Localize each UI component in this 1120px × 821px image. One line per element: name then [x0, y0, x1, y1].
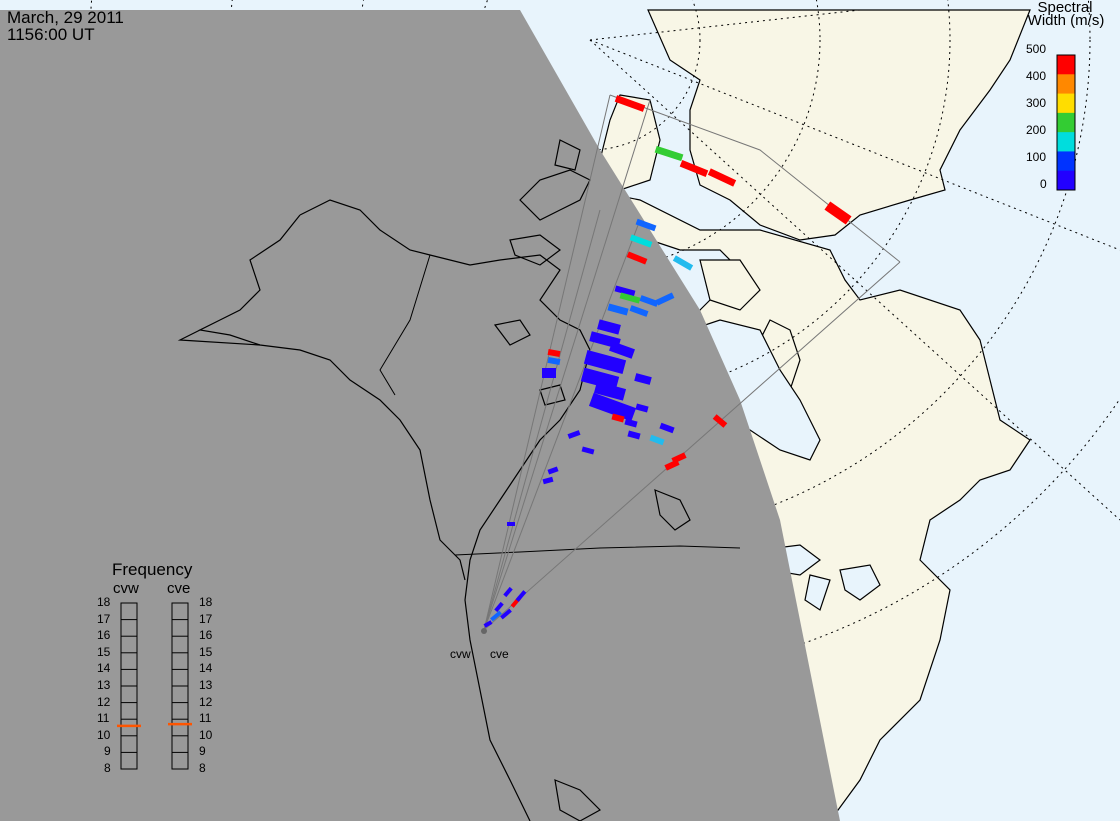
frequency-tick-left: 8 [104, 761, 111, 775]
great-lakes [759, 544, 881, 611]
backscatter-cell [634, 373, 652, 385]
backscatter-cell [607, 303, 629, 316]
backscatter-cell [567, 430, 581, 439]
frequency-tick-right: 12 [199, 694, 213, 709]
backscatter-cell [581, 446, 595, 455]
backscatter-cell [500, 608, 512, 620]
frequency-tick-left: 11 [97, 711, 110, 726]
colorbar-tick: 400 [1026, 69, 1047, 83]
frequency-title: Frequency [112, 560, 193, 579]
backscatter-cell [542, 368, 556, 378]
backscatter-cell [609, 341, 635, 359]
radar-label-cvw: cvw [450, 647, 471, 661]
frequency-tick-left: 9 [104, 744, 111, 759]
backscatter-cell [671, 452, 687, 464]
time-label: 1156:00 UT [7, 25, 95, 44]
colorbar-tick: 500 [1026, 42, 1047, 56]
colorbar-tick: 200 [1026, 123, 1047, 137]
backscatter-cell [547, 349, 561, 357]
backscatter-cell [639, 295, 659, 307]
frequency-radar-label-cve: cve [167, 580, 191, 597]
colorbar-title-line2: Width (m/s) [1027, 12, 1105, 29]
colorbar-swatch [1057, 74, 1075, 95]
backscatter-cell [629, 234, 653, 248]
backscatter-cell [624, 418, 638, 428]
frequency-tick-right: 9 [199, 744, 206, 759]
backscatter-cell [627, 430, 641, 440]
backscatter-cell [679, 160, 709, 177]
backscatter-cell [614, 95, 646, 112]
backscatter-cell [490, 610, 502, 622]
frequency-tick-left: 17 [97, 611, 111, 626]
backscatter-cell [611, 413, 625, 423]
date-label: March, 29 2011 [7, 8, 124, 27]
backscatter-cell [614, 285, 636, 297]
night-coastlines [177, 139, 691, 821]
backscatter-cells [483, 95, 852, 628]
frequency-tick-right: 16 [199, 628, 213, 643]
radar-site [481, 628, 487, 634]
backscatter-cell [672, 255, 694, 271]
frequency-radar-label-cvw: cvw [113, 580, 139, 597]
backscatter-cell [583, 350, 627, 374]
frequency-tick-right: 13 [199, 678, 213, 692]
boundaries [379, 254, 741, 556]
backscatter-cell [507, 522, 515, 526]
backscatter-cell [629, 305, 649, 317]
backscatter-cell [635, 218, 657, 232]
backscatter-cell [515, 590, 527, 602]
colorbar [1056, 54, 1076, 191]
backscatter-cell [542, 476, 554, 485]
colorbar-frame [1056, 54, 1076, 191]
backscatter-cell [655, 292, 675, 306]
backscatter-cell [707, 168, 737, 187]
frequency-tick-right: 17 [199, 611, 213, 626]
frequency-tick-left: 18 [97, 595, 111, 609]
colorbar-swatch [1057, 132, 1075, 152]
frequency-tick-left: 12 [97, 694, 111, 709]
colorbar-swatch [1057, 112, 1075, 133]
colorbar-swatch [1057, 170, 1075, 191]
backscatter-cell [503, 586, 513, 598]
frequency-tick-right: 11 [199, 711, 212, 726]
night-region [0, 10, 840, 821]
colorbar-title-line1: Spectral [1037, 0, 1093, 16]
backscatter-cell [649, 434, 665, 446]
colorbar-swatch [1057, 151, 1075, 172]
backscatter-cell [588, 392, 637, 422]
backscatter-cell [712, 414, 728, 428]
frequency-tick-left: 16 [97, 628, 111, 643]
radar-label-cve: cve [490, 647, 509, 661]
backscatter-cell [494, 601, 504, 613]
colorbar-tick: 100 [1026, 150, 1047, 164]
backscatter-cell [824, 201, 852, 225]
colorbar-tick: 0 [1040, 177, 1047, 191]
backscatter-cell [597, 319, 621, 335]
radar-fov [483, 94, 901, 631]
frequency-tick-right: 15 [199, 644, 213, 659]
backscatter-cell [659, 422, 675, 434]
backscatter-cell [619, 292, 641, 304]
frequency-tick-left: 13 [97, 678, 111, 692]
backscatter-cell [626, 251, 648, 265]
colorbar-tick: 300 [1026, 96, 1047, 110]
backscatter-cell [593, 381, 627, 401]
backscatter-cell [547, 466, 559, 475]
frequency-tick-right: 14 [199, 661, 213, 676]
frequency-tick-right: 18 [199, 595, 213, 609]
colorbar-swatch [1057, 55, 1075, 75]
frequency-tick-right: 8 [199, 761, 206, 775]
frequency-tick-left: 14 [97, 661, 111, 676]
frequency-panel [117, 602, 192, 770]
frequency-tick-left: 10 [97, 727, 111, 742]
colorbar-swatch [1057, 93, 1075, 114]
frequency-tick-right: 10 [199, 727, 213, 742]
backscatter-cell [654, 145, 684, 162]
backscatter-cell [547, 357, 561, 365]
backscatter-cell [635, 403, 649, 413]
frequency-tick-left: 15 [97, 644, 111, 659]
backscatter-cell [483, 620, 493, 628]
